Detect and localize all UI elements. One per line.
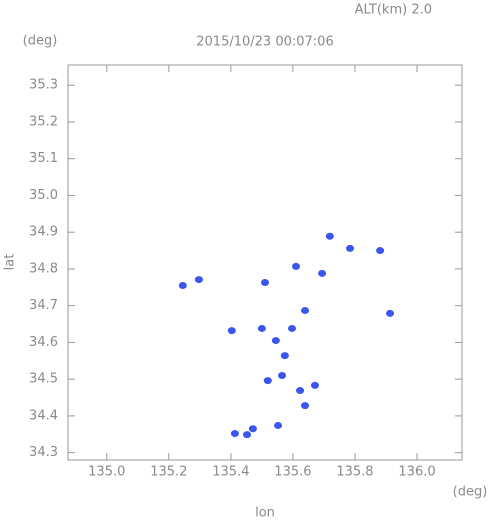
echo-cell — [376, 247, 385, 255]
echo-cell — [261, 279, 269, 287]
y-tick-label: 35.1 — [29, 151, 58, 166]
x-axis-label: lon — [255, 506, 275, 521]
x-tick-label: 136.0 — [398, 465, 435, 480]
y-tick-label: 34.4 — [29, 408, 58, 423]
x-tick-label: 135.0 — [88, 465, 125, 480]
y-tick-label: 34.5 — [29, 372, 58, 387]
x-tick-label: 135.4 — [212, 465, 249, 480]
echo-cell — [257, 324, 266, 332]
echo-cell — [280, 352, 289, 360]
echo-cell — [296, 387, 305, 395]
y-tick-label: 35.0 — [29, 188, 58, 203]
echo-cell — [227, 327, 236, 335]
altitude-label: ALT(km) 2.0 — [355, 3, 432, 18]
y-unit: (deg) — [23, 34, 58, 49]
echo-cell — [194, 276, 203, 284]
y-tick-label: 34.8 — [29, 261, 58, 276]
echo-cell — [278, 371, 287, 379]
echo-cell — [386, 309, 395, 317]
x-tick-label: 135.8 — [336, 465, 373, 480]
echo-cell — [292, 262, 301, 270]
echo-cell — [325, 232, 334, 240]
echo-cell — [287, 324, 296, 332]
y-tick-label: 34.6 — [29, 335, 58, 350]
echo-cell — [248, 425, 257, 433]
plot-frame — [67, 64, 463, 461]
echo-cell — [318, 269, 327, 277]
echo-cell — [346, 244, 355, 252]
chart-title: 2015/10/23 00:07:06 — [196, 35, 333, 50]
echo-cell — [230, 430, 239, 438]
echo-cell — [178, 281, 187, 289]
x-tick-label: 135.2 — [150, 465, 187, 480]
y-tick-label: 35.2 — [29, 114, 58, 129]
y-tick-label: 34.3 — [29, 445, 58, 460]
echo-cell — [301, 402, 310, 410]
x-tick-label: 135.6 — [274, 465, 311, 480]
y-tick-label: 34.9 — [29, 225, 58, 240]
x-unit: (deg) — [453, 485, 488, 500]
y-axis-label: lat — [3, 254, 18, 271]
echo-cell — [301, 306, 310, 314]
echo-cell — [271, 337, 280, 345]
echo-cell — [310, 381, 319, 389]
echo-cell — [263, 377, 272, 385]
y-tick-label: 34.7 — [29, 298, 58, 313]
y-tick-label: 35.3 — [29, 78, 58, 93]
echo-cell — [243, 431, 252, 439]
echo-cell — [274, 421, 283, 429]
